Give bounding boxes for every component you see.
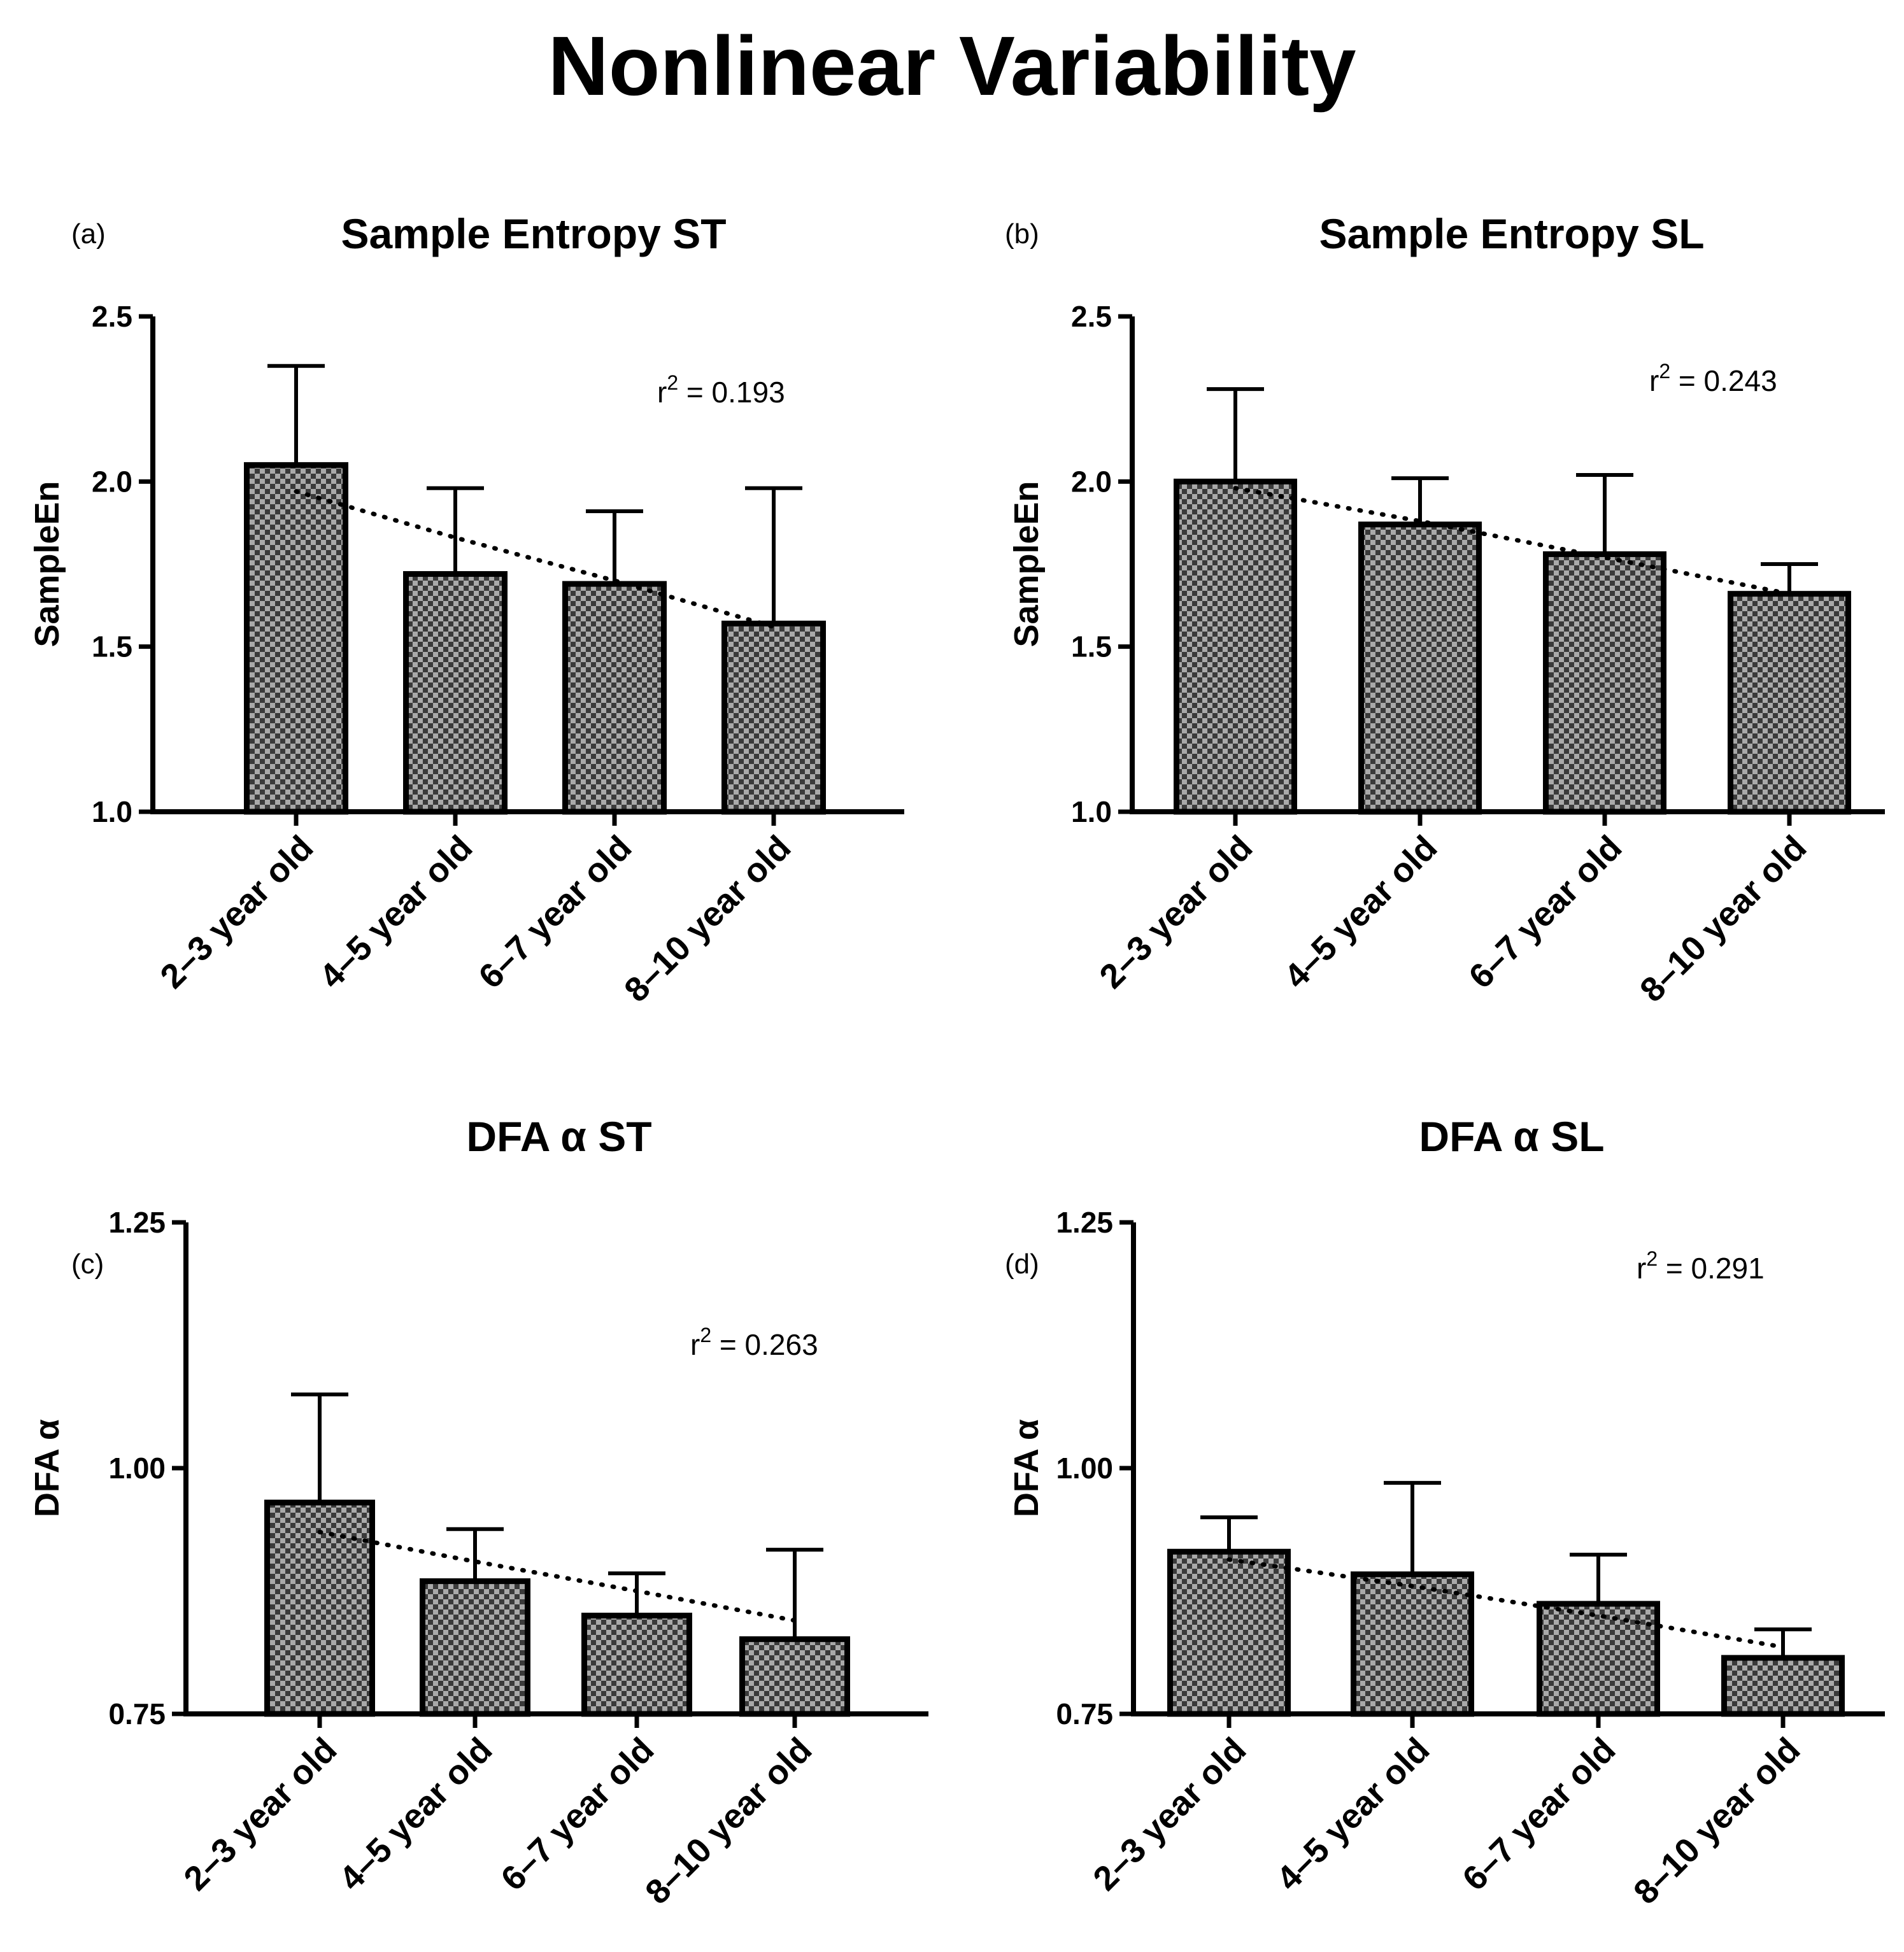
y-tick-label: 2.0	[1071, 465, 1112, 498]
panel-title: DFA α ST	[466, 1113, 651, 1160]
r-squared-superscript: 2	[1646, 1247, 1658, 1270]
x-tick-label: 6–7 year old	[1455, 1730, 1623, 1898]
panel-title: Sample Entropy ST	[341, 210, 726, 257]
y-tick-label: 1.5	[1071, 630, 1112, 663]
trend-line	[1226, 1557, 1786, 1650]
figure-title: Nonlinear Variability	[548, 19, 1356, 113]
x-tick-label: 2–3 year old	[1086, 1730, 1253, 1898]
bar-3	[581, 1613, 692, 1717]
x-tick-label: 8–10 year old	[617, 828, 798, 1009]
bar-2	[1358, 521, 1482, 815]
r-squared-symbol: r	[690, 1328, 700, 1361]
y-tick-label: 1.0	[92, 795, 132, 828]
x-tick-label: 4–5 year old	[332, 1730, 499, 1898]
r-squared-superscript: 2	[667, 371, 678, 394]
panel-d: (d) DFA α SL DFA α 0.75 1.00 1.25 2–3 year old…	[1005, 1113, 1885, 1911]
y-tick-label: 1.00	[108, 1452, 166, 1485]
bar-1	[1174, 478, 1297, 815]
panel-c: (c) DFA α ST DFA α 0.75 1.00 1.25 2–3 year old…	[28, 1113, 928, 1911]
y-axis-label: DFA α	[28, 1419, 66, 1517]
bar-2	[420, 1578, 530, 1717]
r-squared-value: = 0.291	[1658, 1252, 1765, 1285]
y-tick-label: 2.5	[92, 300, 132, 333]
bar-1	[1167, 1548, 1291, 1717]
y-tick-label: 2.0	[92, 465, 132, 498]
trend-line	[1233, 486, 1792, 597]
trend-line	[294, 489, 776, 630]
bar-4	[739, 1636, 850, 1717]
x-tick-label: 4–5 year old	[1277, 828, 1444, 996]
bar-3	[562, 581, 667, 815]
trend-line	[317, 1529, 797, 1623]
y-axis-label: SampleEn	[28, 481, 66, 647]
r-squared-annotation: r2 = 0.193	[657, 371, 785, 409]
x-tick-label: 4–5 year old	[312, 828, 480, 996]
panel-a: (a) Sample Entropy ST SampleEn 1.0 1.5 2.0 2.5…	[28, 210, 904, 1009]
r-squared-superscript: 2	[700, 1324, 711, 1347]
panel-b: (b) Sample Entropy SL SampleEn 1.0 1.5 2.0 2.5…	[1005, 210, 1885, 1009]
y-tick-label: 2.5	[1071, 300, 1112, 333]
y-tick-label: 1.25	[108, 1206, 166, 1239]
y-tick-label: 1.0	[1071, 795, 1112, 828]
panel-label: (d)	[1005, 1248, 1039, 1280]
r-squared-value: = 0.263	[711, 1328, 818, 1361]
x-tick-label: 6–7 year old	[471, 828, 639, 996]
bar-3	[1543, 551, 1666, 815]
y-tick-label: 0.75	[1056, 1697, 1113, 1730]
bar-2	[1351, 1571, 1474, 1717]
panel-label: (a)	[71, 218, 106, 250]
x-tick-label: 8–10 year old	[1633, 828, 1814, 1009]
panel-label: (c)	[71, 1248, 104, 1280]
r-squared-value: = 0.243	[1670, 364, 1777, 397]
x-tick-label: 8–10 year old	[1626, 1730, 1807, 1911]
r-squared-symbol: r	[657, 376, 667, 409]
panel-title: Sample Entropy SL	[1319, 210, 1704, 257]
x-tick-label: 6–7 year old	[494, 1730, 661, 1898]
r-squared-value: = 0.193	[678, 376, 785, 409]
r-squared-annotation: r2 = 0.243	[1649, 360, 1777, 397]
x-tick-label: 6–7 year old	[1461, 828, 1629, 996]
r-squared-annotation: r2 = 0.291	[1637, 1247, 1765, 1285]
bar-4	[1728, 591, 1851, 815]
y-tick-label: 1.25	[1056, 1206, 1113, 1239]
r-squared-annotation: r2 = 0.263	[690, 1324, 818, 1361]
r-squared-superscript: 2	[1659, 360, 1670, 383]
r-squared-symbol: r	[1637, 1252, 1646, 1285]
panel-title: DFA α SL	[1419, 1113, 1604, 1160]
y-axis-label: DFA α	[1007, 1419, 1046, 1517]
x-tick-label: 2–3 year old	[1092, 828, 1260, 996]
bar-3	[1537, 1601, 1660, 1717]
x-tick-label: 2–3 year old	[176, 1730, 344, 1898]
bar-4	[721, 620, 826, 815]
bar-1	[244, 462, 348, 815]
panel-label: (b)	[1005, 218, 1039, 250]
x-tick-label: 2–3 year old	[153, 828, 320, 996]
bar-4	[1721, 1655, 1845, 1717]
x-tick-label: 4–5 year old	[1269, 1730, 1437, 1898]
r-squared-symbol: r	[1649, 364, 1659, 397]
bar-2	[403, 571, 508, 815]
y-tick-label: 0.75	[108, 1697, 166, 1730]
y-axis-label: SampleEn	[1007, 481, 1046, 647]
y-tick-label: 1.00	[1056, 1452, 1113, 1485]
x-tick-label: 8–10 year old	[638, 1730, 819, 1911]
y-tick-label: 1.5	[92, 630, 132, 663]
